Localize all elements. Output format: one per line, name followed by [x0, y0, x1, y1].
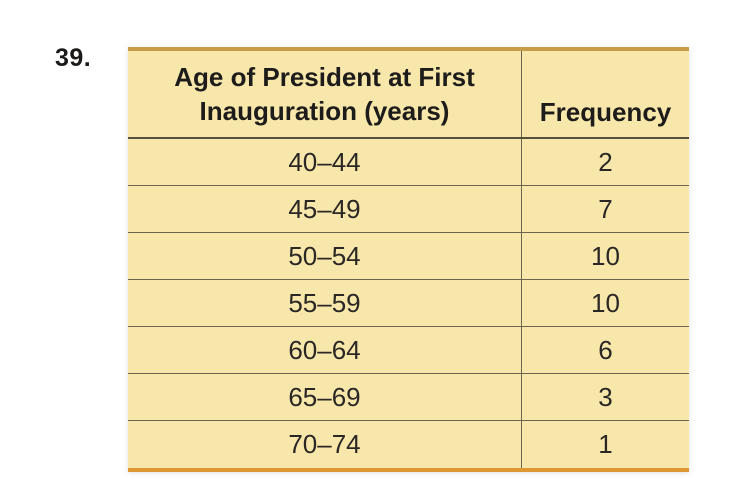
age-cell: 55–59: [128, 280, 522, 326]
age-cell: 40–44: [128, 139, 522, 185]
table-row: 65–69 3: [128, 374, 689, 421]
age-cell: 50–54: [128, 233, 522, 279]
problem-number: 39.: [55, 44, 92, 72]
table-header-row: Age of President at First Inauguration (…: [128, 51, 689, 139]
table-row: 55–59 10: [128, 280, 689, 327]
age-cell: 65–69: [128, 374, 522, 420]
frequency-table: Age of President at First Inauguration (…: [128, 47, 689, 472]
age-header-line1: Age of President at First: [174, 62, 475, 92]
frequency-cell: 10: [591, 240, 620, 271]
frequency-cell: 1: [598, 429, 613, 459]
frequency-header-cell: Frequency: [522, 51, 689, 137]
frequency-cell: 3: [598, 381, 613, 412]
table-row: 50–54 10: [128, 233, 689, 280]
table-row: 40–44 2: [128, 139, 689, 186]
age-cell: 70–74: [128, 421, 522, 468]
frequency-header-label: Frequency: [539, 97, 672, 127]
table-row: 45–49 7: [128, 186, 689, 233]
frequency-cell: 2: [598, 146, 613, 177]
table-row: 70–74 1: [128, 421, 689, 468]
age-cell: 45–49: [128, 186, 522, 232]
frequency-cell: 7: [598, 193, 613, 224]
age-cell: 60–64: [128, 327, 522, 373]
frequency-cell: 10: [591, 287, 620, 318]
age-header-cell: Age of President at First Inauguration (…: [128, 51, 522, 137]
age-header-line2: Inauguration (years): [199, 96, 450, 126]
table-row: 60–64 6: [128, 327, 689, 374]
frequency-cell: 6: [598, 334, 613, 365]
